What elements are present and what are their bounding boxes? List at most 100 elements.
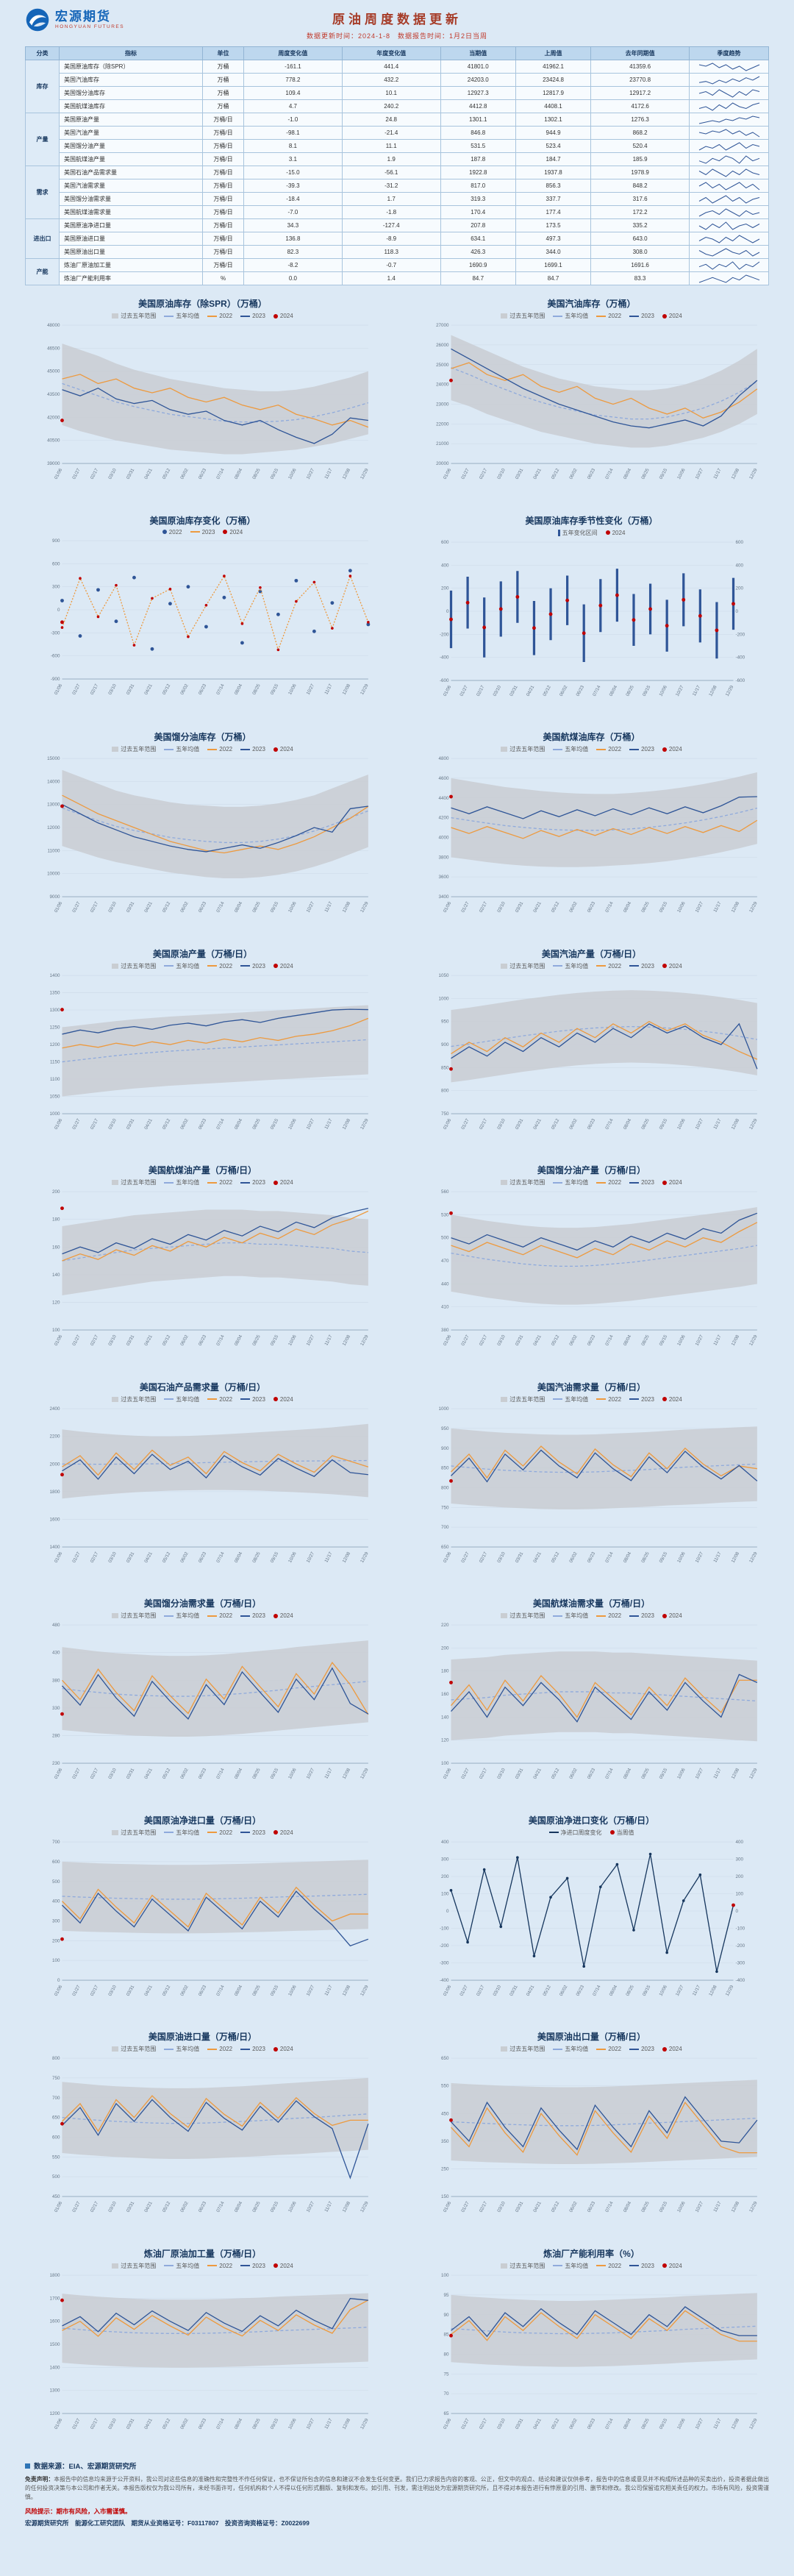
svg-text:05/12: 05/12 bbox=[542, 684, 552, 697]
brand: 宏源期货 HONGYUAN FUTURES bbox=[25, 7, 198, 32]
svg-text:-400: -400 bbox=[736, 1978, 745, 1983]
svg-text:08/04: 08/04 bbox=[234, 1767, 244, 1780]
legend-marker-icon bbox=[112, 1613, 119, 1618]
legend-marker-icon bbox=[662, 1180, 667, 1185]
unit-cell: 万桶/日 bbox=[202, 152, 244, 166]
svg-text:03/31: 03/31 bbox=[515, 1551, 525, 1564]
svg-text:11000: 11000 bbox=[48, 848, 60, 853]
svg-text:560: 560 bbox=[441, 1189, 449, 1195]
svg-text:06/23: 06/23 bbox=[587, 467, 597, 480]
svg-text:10/27: 10/27 bbox=[695, 2417, 705, 2430]
svg-text:03/10: 03/10 bbox=[493, 1984, 503, 1997]
svg-text:09/15: 09/15 bbox=[270, 2200, 280, 2213]
svg-text:04/21: 04/21 bbox=[143, 1767, 154, 1780]
svg-text:10/06: 10/06 bbox=[676, 2200, 687, 2213]
svg-text:400: 400 bbox=[441, 563, 449, 568]
chart-card: 美国石油产品需求量（万桶/日） 过去五年范围 五年均值 2022 2023 2024 140… bbox=[28, 1381, 377, 1580]
legend-item: 五年均值 bbox=[553, 2045, 588, 2053]
svg-text:220: 220 bbox=[441, 1623, 449, 1628]
svg-text:03/31: 03/31 bbox=[126, 1117, 136, 1131]
chart-legend: 2022 2023 2024 bbox=[28, 529, 377, 536]
legend-marker-icon bbox=[548, 1832, 559, 1833]
current-value-cell: 1690.9 bbox=[440, 258, 516, 272]
svg-text:08/25: 08/25 bbox=[251, 1551, 262, 1564]
svg-text:550: 550 bbox=[441, 2084, 449, 2089]
chart-title: 美国馏分油需求量（万桶/日） bbox=[143, 1598, 262, 1609]
chart-title: 美国馏分油库存（万桶） bbox=[154, 732, 251, 742]
svg-text:10/06: 10/06 bbox=[676, 1117, 687, 1131]
svg-text:0: 0 bbox=[736, 1909, 739, 1914]
svg-text:90: 90 bbox=[444, 2312, 449, 2317]
svg-text:04/21: 04/21 bbox=[526, 1984, 536, 1997]
legend-marker-icon bbox=[207, 1832, 218, 1833]
trend-sparkline bbox=[689, 73, 769, 87]
trend-sparkline bbox=[689, 99, 769, 113]
svg-text:-400: -400 bbox=[440, 655, 449, 660]
svg-text:06/23: 06/23 bbox=[587, 1767, 597, 1780]
svg-text:10000: 10000 bbox=[47, 872, 60, 877]
svg-text:08/04: 08/04 bbox=[623, 467, 633, 480]
legend-marker-icon bbox=[164, 748, 174, 750]
svg-text:3400: 3400 bbox=[439, 894, 449, 900]
svg-text:01/27: 01/27 bbox=[71, 2200, 82, 2213]
svg-text:10/06: 10/06 bbox=[676, 1551, 687, 1564]
svg-text:1300: 1300 bbox=[50, 2388, 60, 2393]
indicator-name: 炼油厂原油加工量 bbox=[59, 258, 203, 272]
chart-card: 美国汽油产量（万桶/日） 过去五年范围 五年均值 2022 2023 2024 750 800… bbox=[417, 947, 766, 1147]
legend-marker-icon bbox=[553, 748, 563, 750]
svg-text:1600: 1600 bbox=[50, 2319, 60, 2324]
svg-text:01/27: 01/27 bbox=[71, 683, 82, 696]
svg-text:200: 200 bbox=[736, 1874, 744, 1879]
prev-value-cell: 337.7 bbox=[515, 192, 592, 206]
svg-text:600: 600 bbox=[736, 540, 744, 545]
svg-text:05/12: 05/12 bbox=[162, 467, 172, 480]
svg-text:05/12: 05/12 bbox=[551, 900, 561, 914]
indicator-name: 美国航煤油产量 bbox=[59, 152, 203, 166]
legend-item: 2023 bbox=[240, 1396, 265, 1403]
svg-text:03/10: 03/10 bbox=[107, 1117, 118, 1131]
legend-item: 五年均值 bbox=[553, 2262, 588, 2270]
svg-text:1100: 1100 bbox=[50, 1077, 60, 1082]
svg-text:01/06: 01/06 bbox=[54, 683, 64, 696]
svg-text:1800: 1800 bbox=[50, 2273, 60, 2278]
svg-text:300: 300 bbox=[52, 584, 60, 589]
indicator-name: 美国汽油库存 bbox=[59, 73, 203, 87]
svg-text:900: 900 bbox=[441, 1445, 449, 1451]
svg-text:1800: 1800 bbox=[50, 1489, 60, 1494]
chart-plot: 39000 40500 42000 43500 45000 46500 48000 01/06… bbox=[47, 323, 370, 480]
svg-text:09/15: 09/15 bbox=[270, 1551, 280, 1564]
chart-title: 美国汽油库存（万桶） bbox=[547, 299, 636, 309]
disclaimer-body: 本报告中的信息均来源于公开资料，我公司对这些信息的准确性和完整性不作任何保证，也… bbox=[25, 2476, 769, 2501]
chart-plot: 3400 3600 3800 4000 4200 4400 4600 4800 01/06 01/… bbox=[439, 756, 759, 914]
yoy-change-cell: -8.9 bbox=[341, 232, 441, 246]
svg-text:100: 100 bbox=[736, 1891, 744, 1896]
svg-text:10/06: 10/06 bbox=[676, 467, 687, 480]
lastyear-value-cell: 868.2 bbox=[590, 126, 690, 140]
svg-text:03/31: 03/31 bbox=[515, 1334, 525, 1347]
svg-text:06/02: 06/02 bbox=[568, 1551, 579, 1564]
svg-text:05/12: 05/12 bbox=[162, 2200, 172, 2213]
svg-text:05/12: 05/12 bbox=[551, 1334, 561, 1347]
legend-item: 2023 bbox=[240, 2046, 265, 2052]
chart-plot: -600 -600 -400 -400 -200 -200 0 0 200 200 400 400 60… bbox=[440, 540, 745, 697]
svg-text:11/17: 11/17 bbox=[692, 1984, 702, 1996]
svg-text:10/27: 10/27 bbox=[695, 467, 705, 480]
legend-marker-icon bbox=[501, 2046, 508, 2052]
legend-item: 2024 bbox=[223, 529, 243, 536]
legend-item: 过去五年范围 bbox=[501, 1178, 545, 1186]
svg-text:480: 480 bbox=[52, 1623, 60, 1628]
legend-item: 2023 bbox=[629, 746, 654, 752]
svg-text:09/15: 09/15 bbox=[659, 1551, 669, 1564]
svg-text:12/08: 12/08 bbox=[708, 1984, 718, 1997]
svg-text:04/21: 04/21 bbox=[143, 900, 154, 914]
svg-text:02/17: 02/17 bbox=[479, 900, 489, 914]
legend-item: 2022 bbox=[207, 2046, 232, 2052]
legend-item: 五年均值 bbox=[164, 1395, 199, 1403]
svg-text:12/08: 12/08 bbox=[731, 2200, 741, 2213]
svg-text:06/02: 06/02 bbox=[179, 1334, 190, 1347]
svg-text:06/02: 06/02 bbox=[568, 900, 579, 914]
legend-marker-icon bbox=[112, 747, 119, 752]
svg-text:46500: 46500 bbox=[47, 346, 60, 351]
svg-text:10/27: 10/27 bbox=[695, 1551, 705, 1564]
